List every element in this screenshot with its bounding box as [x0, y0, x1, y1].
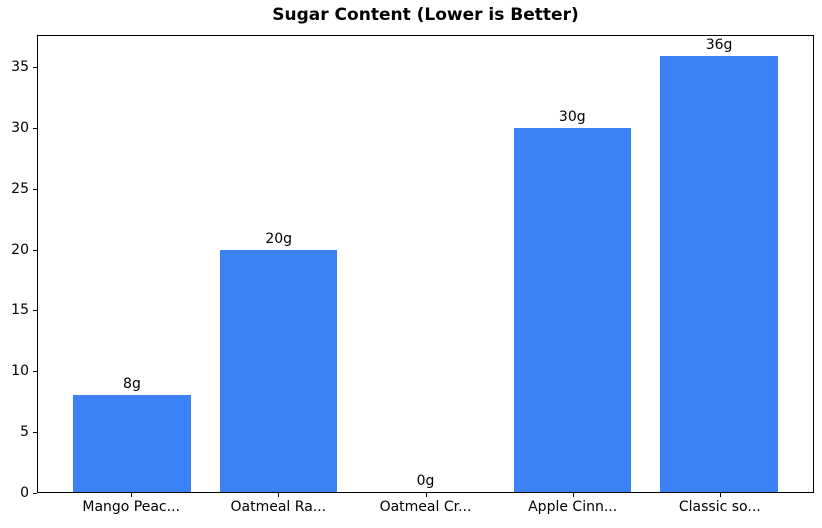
x-tick-mark — [131, 493, 133, 497]
bar — [513, 128, 631, 492]
y-tick-label: 5 — [20, 424, 29, 441]
bar-value-label: 20g — [265, 230, 293, 247]
plot-area: 8g 20g 0g 30g 36g — [37, 35, 814, 493]
bar-value-label: 36g — [705, 36, 733, 53]
x-tick-label: Mango Peac... — [82, 499, 180, 515]
x-tick-mark — [719, 493, 721, 497]
y-tick-mark — [33, 249, 37, 251]
bar-value-label: 8g — [123, 376, 141, 393]
y-tick-mark — [33, 310, 37, 312]
y-tick-mark — [33, 432, 37, 434]
y-tick-label: 10 — [11, 363, 29, 380]
y-tick-mark — [33, 371, 37, 373]
x-tick-label: Apple Cinn... — [528, 499, 618, 515]
y-tick-label: 25 — [11, 180, 29, 197]
y-tick-mark — [33, 127, 37, 129]
chart-title: Sugar Content (Lower is Better) — [272, 5, 579, 25]
x-tick-label: Oatmeal Cr... — [379, 499, 472, 515]
y-tick-label: 20 — [11, 241, 29, 258]
bar — [660, 55, 778, 492]
y-tick-mark — [33, 67, 37, 68]
y-tick-mark — [33, 188, 37, 190]
y-tick-mark — [33, 493, 37, 494]
y-tick-label: 15 — [11, 302, 29, 319]
x-tick-mark — [425, 493, 427, 497]
bar-value-label: 30g — [558, 109, 586, 126]
x-tick-mark — [572, 493, 574, 497]
bar-value-label: 0g — [416, 473, 435, 489]
x-tick-label: Oatmeal Ra... — [230, 499, 327, 515]
x-tick-mark — [278, 493, 280, 497]
bar — [220, 249, 338, 492]
bar — [73, 395, 191, 492]
y-tick-label: 35 — [11, 59, 29, 75]
x-tick-label: Classic so... — [678, 499, 761, 515]
y-tick-label: 30 — [11, 119, 29, 136]
y-tick-label: 0 — [20, 485, 29, 501]
